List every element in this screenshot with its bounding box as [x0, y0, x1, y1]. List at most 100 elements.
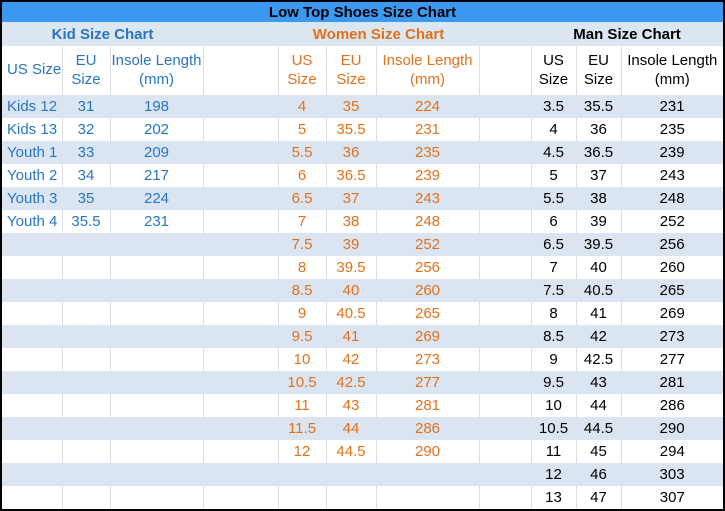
- cell-women: 243: [376, 187, 479, 210]
- cell-man: 303: [621, 463, 723, 486]
- cell-man: 4: [531, 118, 577, 141]
- spacer-cell: [203, 187, 278, 210]
- header-line: Insole Length: [627, 51, 718, 69]
- cell-man: 239: [621, 141, 723, 164]
- cell-kid: [2, 486, 63, 509]
- cell-man: 13: [531, 486, 577, 509]
- table-row: Youth 2 34 217 6 36.5 239 5 37 243: [2, 164, 723, 187]
- spacer-cell: [479, 486, 532, 509]
- header-line: Size: [287, 70, 317, 88]
- cell-man: 307: [621, 486, 723, 509]
- header-man-us-size: US Size: [531, 46, 577, 95]
- cell-kid: [62, 348, 111, 371]
- cell-women: 252: [376, 233, 479, 256]
- cell-women: 36.5: [326, 164, 377, 187]
- cell-man: 9: [531, 348, 577, 371]
- spacer-cell: [203, 486, 279, 509]
- cell-kid: [110, 463, 203, 486]
- table-row: Youth 4 35.5 231 7 38 248 6 39 252: [2, 210, 723, 233]
- cell-kid: [110, 279, 203, 302]
- cell-women: 286: [376, 417, 479, 440]
- spacer-cell: [479, 417, 531, 440]
- header-kid-eu-size: EU Size: [62, 46, 111, 95]
- cell-man: 44.5: [576, 417, 621, 440]
- size-table-body: Kids 12 31 198 4 35 224 3.5 35.5 231 Kids 13 32 202…: [2, 95, 723, 509]
- spacer-cell: [203, 233, 278, 256]
- cell-man: 290: [621, 417, 723, 440]
- table-row: Kids 13 32 202 5 35.5 231 4 36 235: [2, 118, 723, 141]
- cell-women: 260: [376, 279, 479, 302]
- cell-man: 8: [531, 302, 577, 325]
- spacer-cell: [479, 325, 531, 348]
- spacer-cell: [203, 279, 278, 302]
- cell-kid: [62, 463, 110, 486]
- cell-kid: [62, 279, 110, 302]
- spacer-cell: [203, 348, 279, 371]
- cell-man: 11: [531, 440, 577, 463]
- spacer-cell: [203, 371, 278, 394]
- spacer-cell: [203, 141, 278, 164]
- header-line: Size: [71, 70, 101, 88]
- spacer-cell: [479, 46, 532, 95]
- cell-women: 42.5: [326, 371, 376, 394]
- cell-man: 294: [621, 440, 723, 463]
- cell-women: [278, 463, 326, 486]
- header-kid-us-size: US Size: [2, 46, 63, 95]
- cell-kid: [2, 371, 62, 394]
- cell-women: 44: [326, 417, 376, 440]
- cell-man: 10: [531, 394, 577, 417]
- table-row: 11 43 281 10 44 286: [2, 394, 723, 417]
- cell-man: 7.5: [531, 279, 576, 302]
- cell-man: 38: [576, 187, 621, 210]
- cell-man: 44: [576, 394, 622, 417]
- cell-women: [376, 463, 479, 486]
- header-line: EU: [588, 51, 609, 69]
- cell-man: 243: [621, 164, 723, 187]
- spacer-cell: [203, 325, 278, 348]
- cell-women: 277: [376, 371, 479, 394]
- table-row: 12 44.5 290 11 45 294: [2, 440, 723, 463]
- cell-women: 231: [376, 118, 480, 141]
- table-row: 9.5 41 269 8.5 42 273: [2, 325, 723, 348]
- cell-kid: [110, 440, 204, 463]
- cell-man: 3.5: [531, 95, 576, 118]
- cell-women: [376, 486, 480, 509]
- cell-kid: [110, 302, 204, 325]
- cell-kid: Kids 12: [2, 95, 62, 118]
- cell-kid: [2, 302, 63, 325]
- cell-man: 40.5: [576, 279, 621, 302]
- section-label-man: Man Size Chart: [531, 22, 723, 46]
- spacer-cell: [479, 302, 532, 325]
- cell-man: 273: [621, 325, 723, 348]
- cell-man: 265: [621, 279, 723, 302]
- spacer-cell: [479, 279, 531, 302]
- spacer-cell: [203, 417, 278, 440]
- cell-women: 281: [376, 394, 480, 417]
- table-row: 13 47 307: [2, 486, 723, 509]
- cell-women: 7: [278, 210, 327, 233]
- title-row: Low Top Shoes Size Chart: [2, 2, 723, 22]
- cell-man: 9.5: [531, 371, 576, 394]
- spacer-cell: [203, 394, 279, 417]
- cell-women: 7.5: [278, 233, 326, 256]
- header-line: Insole Length: [111, 51, 202, 69]
- cell-kid: 35: [62, 187, 110, 210]
- spacer-cell: [479, 440, 532, 463]
- spacer-cell: [203, 22, 278, 46]
- spacer-cell: [203, 210, 279, 233]
- cell-man: 269: [621, 302, 723, 325]
- header-line: EU: [340, 51, 362, 69]
- spacer-cell: [479, 348, 532, 371]
- table-row: 12 46 303: [2, 463, 723, 486]
- cell-kid: [110, 233, 203, 256]
- cell-man: 43: [576, 371, 621, 394]
- spacer-cell: [203, 256, 279, 279]
- column-header-row: US Size EU Size Insole Length (mm) US Si…: [2, 46, 723, 95]
- cell-kid: [110, 371, 203, 394]
- section-label-women: Women Size Chart: [278, 22, 479, 46]
- cell-kid: [2, 325, 62, 348]
- cell-man: 4.5: [531, 141, 576, 164]
- table-row: Youth 3 35 224 6.5 37 243 5.5 38 248: [2, 187, 723, 210]
- table-row: 9 40.5 265 8 41 269: [2, 302, 723, 325]
